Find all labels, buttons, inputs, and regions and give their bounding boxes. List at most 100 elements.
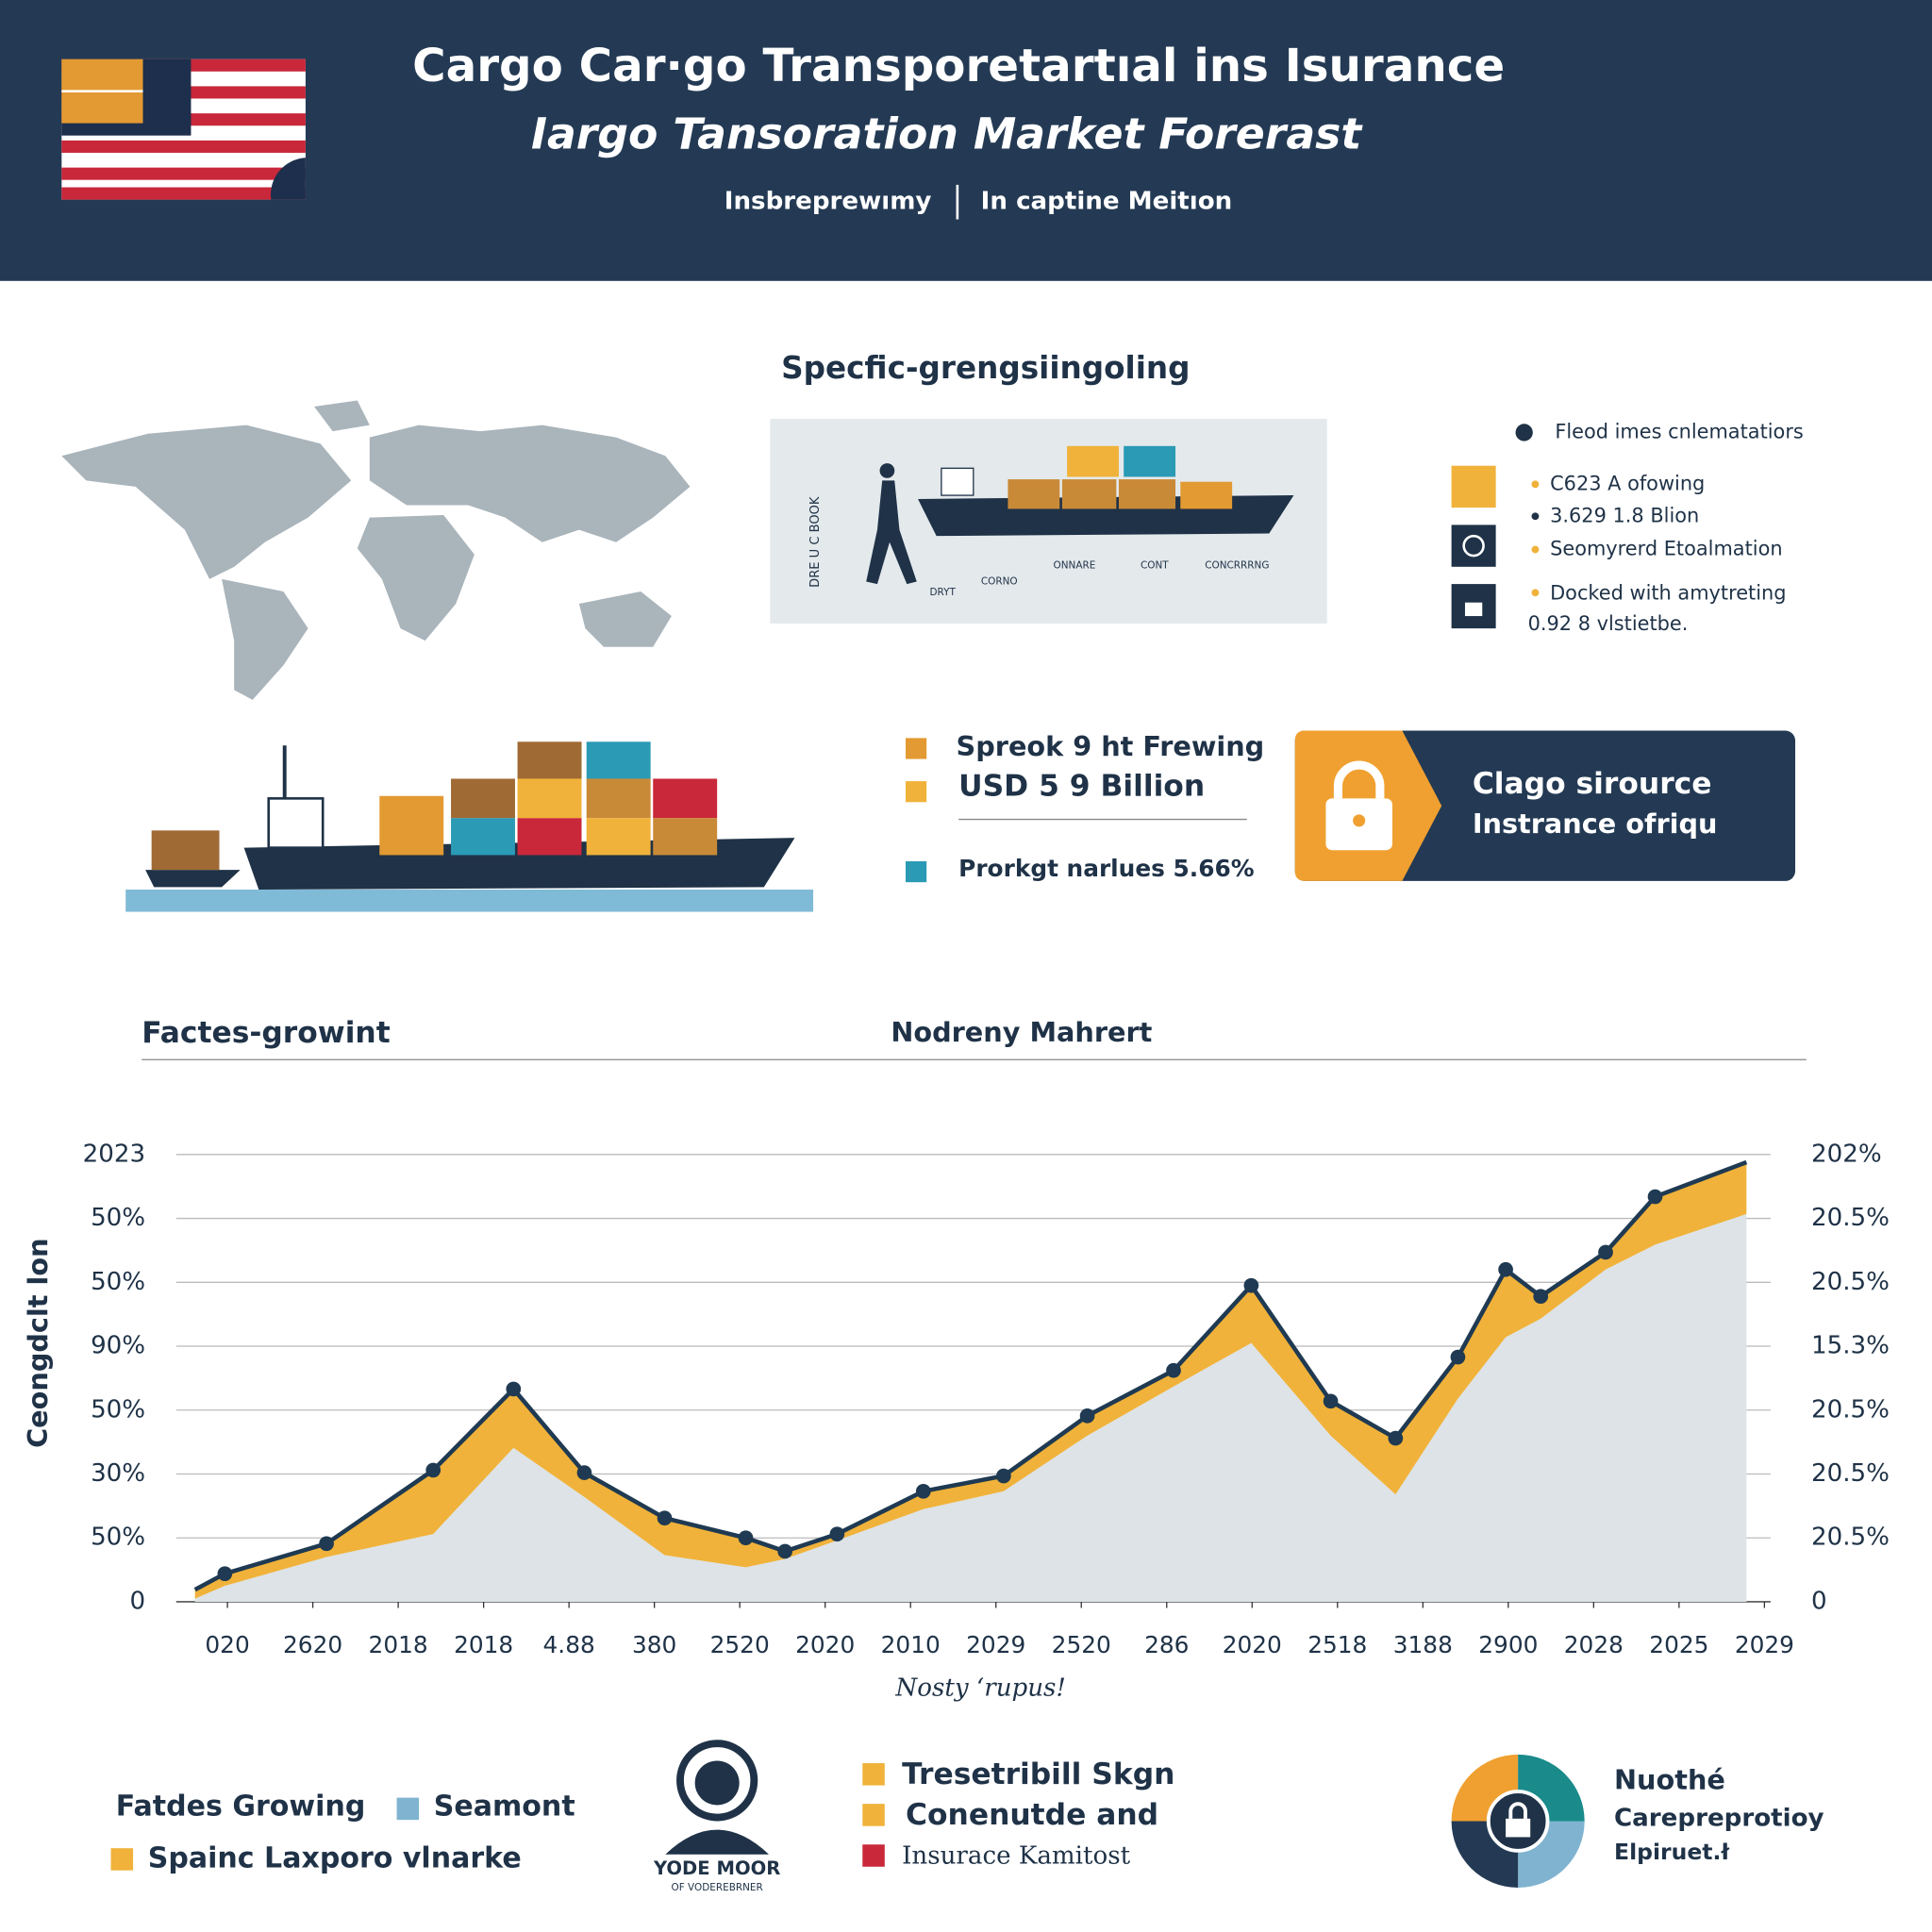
y-tick-label: 50% — [91, 1395, 145, 1424]
x-tick-label: 380 — [632, 1631, 676, 1658]
x-tick-label: 286 — [1144, 1631, 1189, 1658]
point — [1598, 1244, 1613, 1260]
diagram-label: CORNO — [981, 575, 1018, 587]
subtitle: Iargo Tansoration Market Forerast — [531, 108, 1363, 158]
diagram-label: CONT — [1141, 560, 1169, 572]
point — [217, 1566, 233, 1581]
y2-tick-label: 0 — [1811, 1587, 1827, 1615]
x-tick-label: 2025 — [1649, 1631, 1708, 1658]
point — [1647, 1189, 1663, 1205]
chart-heading: Factes-growint — [142, 1016, 391, 1050]
point — [996, 1468, 1011, 1484]
person-label: OF VODEREBRNER — [672, 1882, 763, 1893]
y-tick-label: 2023 — [83, 1140, 145, 1168]
chart-heading: Nodreny Mahrert — [891, 1016, 1152, 1048]
bottom-note: Elpiruet.ł — [1614, 1839, 1730, 1865]
stats: Spreok 9 ht Frewing USD 5 9 Billion Pror… — [906, 730, 1265, 883]
y2-tick-label: 202% — [1811, 1140, 1882, 1168]
bottom-list: Conenutde and — [906, 1798, 1158, 1832]
point — [1450, 1349, 1466, 1365]
x-tick-label: 2028 — [1564, 1631, 1624, 1658]
legend-text: Fleod imes cnlematatiors — [1555, 420, 1803, 442]
bottom-legend: Fatdes Growing — [116, 1790, 366, 1824]
x-tick-label: 2020 — [1223, 1631, 1282, 1658]
y-axis-title: Ceongdclt lon — [22, 1238, 54, 1447]
legend-text: Seomyrerd Etoalmation — [1550, 538, 1782, 560]
band-area — [194, 1161, 1747, 1599]
title: Cargo Car·go Transporetartıal ins Isuran… — [412, 40, 1505, 92]
section-heading: Specfic-grengsiingoling — [781, 350, 1190, 386]
stat-text: USD 5 9 Billion — [958, 770, 1205, 804]
stat-text: Spreok 9 ht Frewing — [957, 730, 1265, 762]
stat-text: Prorkgt narlues 5.66% — [958, 855, 1255, 882]
y2-tick-label: 20.5% — [1811, 1524, 1890, 1552]
tagline: Insbreprewımy — [724, 188, 932, 216]
x-tick-label: 020 — [205, 1631, 249, 1658]
x-tick-label: 2520 — [1052, 1631, 1111, 1658]
point — [777, 1543, 792, 1559]
bottom-legend: Seamont — [434, 1790, 575, 1824]
y2-tick-label: 20.5% — [1811, 1268, 1890, 1296]
bottom-note: Nuothé — [1614, 1764, 1725, 1796]
x-tick-label: 2029 — [1735, 1631, 1794, 1658]
header: Cargo Car·go Transporetartıal ins Isuran… — [0, 0, 1932, 281]
x-tick-label: 2020 — [795, 1631, 855, 1658]
ship-diagram: DRE U C BOOK DRYT CORNO ONNARE CONT CONC… — [770, 419, 1327, 624]
point — [829, 1526, 845, 1542]
y-tick-label: 50% — [91, 1204, 145, 1232]
point — [1079, 1408, 1095, 1424]
point — [1388, 1430, 1404, 1446]
tagline: In captine Meitıon — [981, 188, 1233, 216]
x-tick-label: 2029 — [966, 1631, 1025, 1658]
line-chart: 0 50% 30% 50% 90% 50% 50% 2023 0 20.5% 20.5% 20.5% 1… — [22, 1140, 1890, 1702]
point — [657, 1510, 673, 1526]
header-bg — [0, 0, 1932, 281]
point — [915, 1483, 931, 1499]
legend-text: 3.629 1.8 Blion — [1550, 504, 1699, 526]
base-area — [194, 1213, 1747, 1602]
bottom-list: Insurace Kamitost — [902, 1841, 1131, 1870]
y2-tick-label: 20.5% — [1811, 1204, 1890, 1232]
point — [506, 1381, 522, 1397]
point — [738, 1530, 754, 1546]
diagram-label: ONNARE — [1054, 560, 1096, 572]
x-tick-label: 2518 — [1307, 1631, 1367, 1658]
y-tick-label: 50% — [91, 1268, 145, 1296]
side-legend: Fleod imes cnlematatiors C623 A ofowing … — [1451, 420, 1804, 635]
point — [1498, 1261, 1513, 1277]
bottom-note: Carepreprotioy — [1614, 1804, 1824, 1832]
y2-tick-label: 20.5% — [1811, 1459, 1890, 1488]
x-axis-title: Nosty ʻrupus! — [894, 1674, 1066, 1703]
y-tick-label: 50% — [91, 1524, 145, 1552]
y-tick-label: 0 — [129, 1587, 145, 1615]
point — [425, 1462, 441, 1478]
point — [319, 1536, 334, 1552]
banner: Clago sirource Instrance ofriqu — [1294, 730, 1796, 881]
y2-tick-label: 15.3% — [1811, 1332, 1890, 1360]
legend-text: C623 A ofowing — [1550, 472, 1705, 494]
bottom-list: Tresetribill Skgn — [902, 1757, 1174, 1791]
x-tick-label: 2018 — [369, 1631, 428, 1658]
point — [1243, 1277, 1259, 1293]
y-tick-label: 30% — [91, 1459, 145, 1488]
y-tick-label: 90% — [91, 1332, 145, 1360]
x-tick-label: 2520 — [710, 1631, 770, 1658]
bottom: Fatdes Growing Seamont Spainc Laxporo vl… — [110, 1740, 1824, 1893]
x-tick-label: 3188 — [1393, 1631, 1453, 1658]
point — [1323, 1393, 1339, 1409]
point — [576, 1465, 592, 1480]
diagram-label: DRE U C BOOK — [808, 496, 823, 588]
diagram-label: CONCRRRNG — [1205, 560, 1269, 572]
point — [1533, 1289, 1549, 1305]
bottom-legend: Spainc Laxporo vlnarke — [148, 1841, 522, 1874]
x-tick-label: 2018 — [454, 1631, 513, 1658]
person-label: YODE MOOR — [653, 1857, 780, 1879]
x-tick-label: 2900 — [1478, 1631, 1538, 1658]
diagram-label: DRYT — [929, 587, 956, 598]
x-tick-label: 4.88 — [543, 1631, 595, 1658]
x-tick-label: 2620 — [283, 1631, 342, 1658]
banner-text: Clago sirource — [1473, 767, 1712, 801]
legend-text: 0.92 8 vlstietbe. — [1528, 612, 1689, 635]
